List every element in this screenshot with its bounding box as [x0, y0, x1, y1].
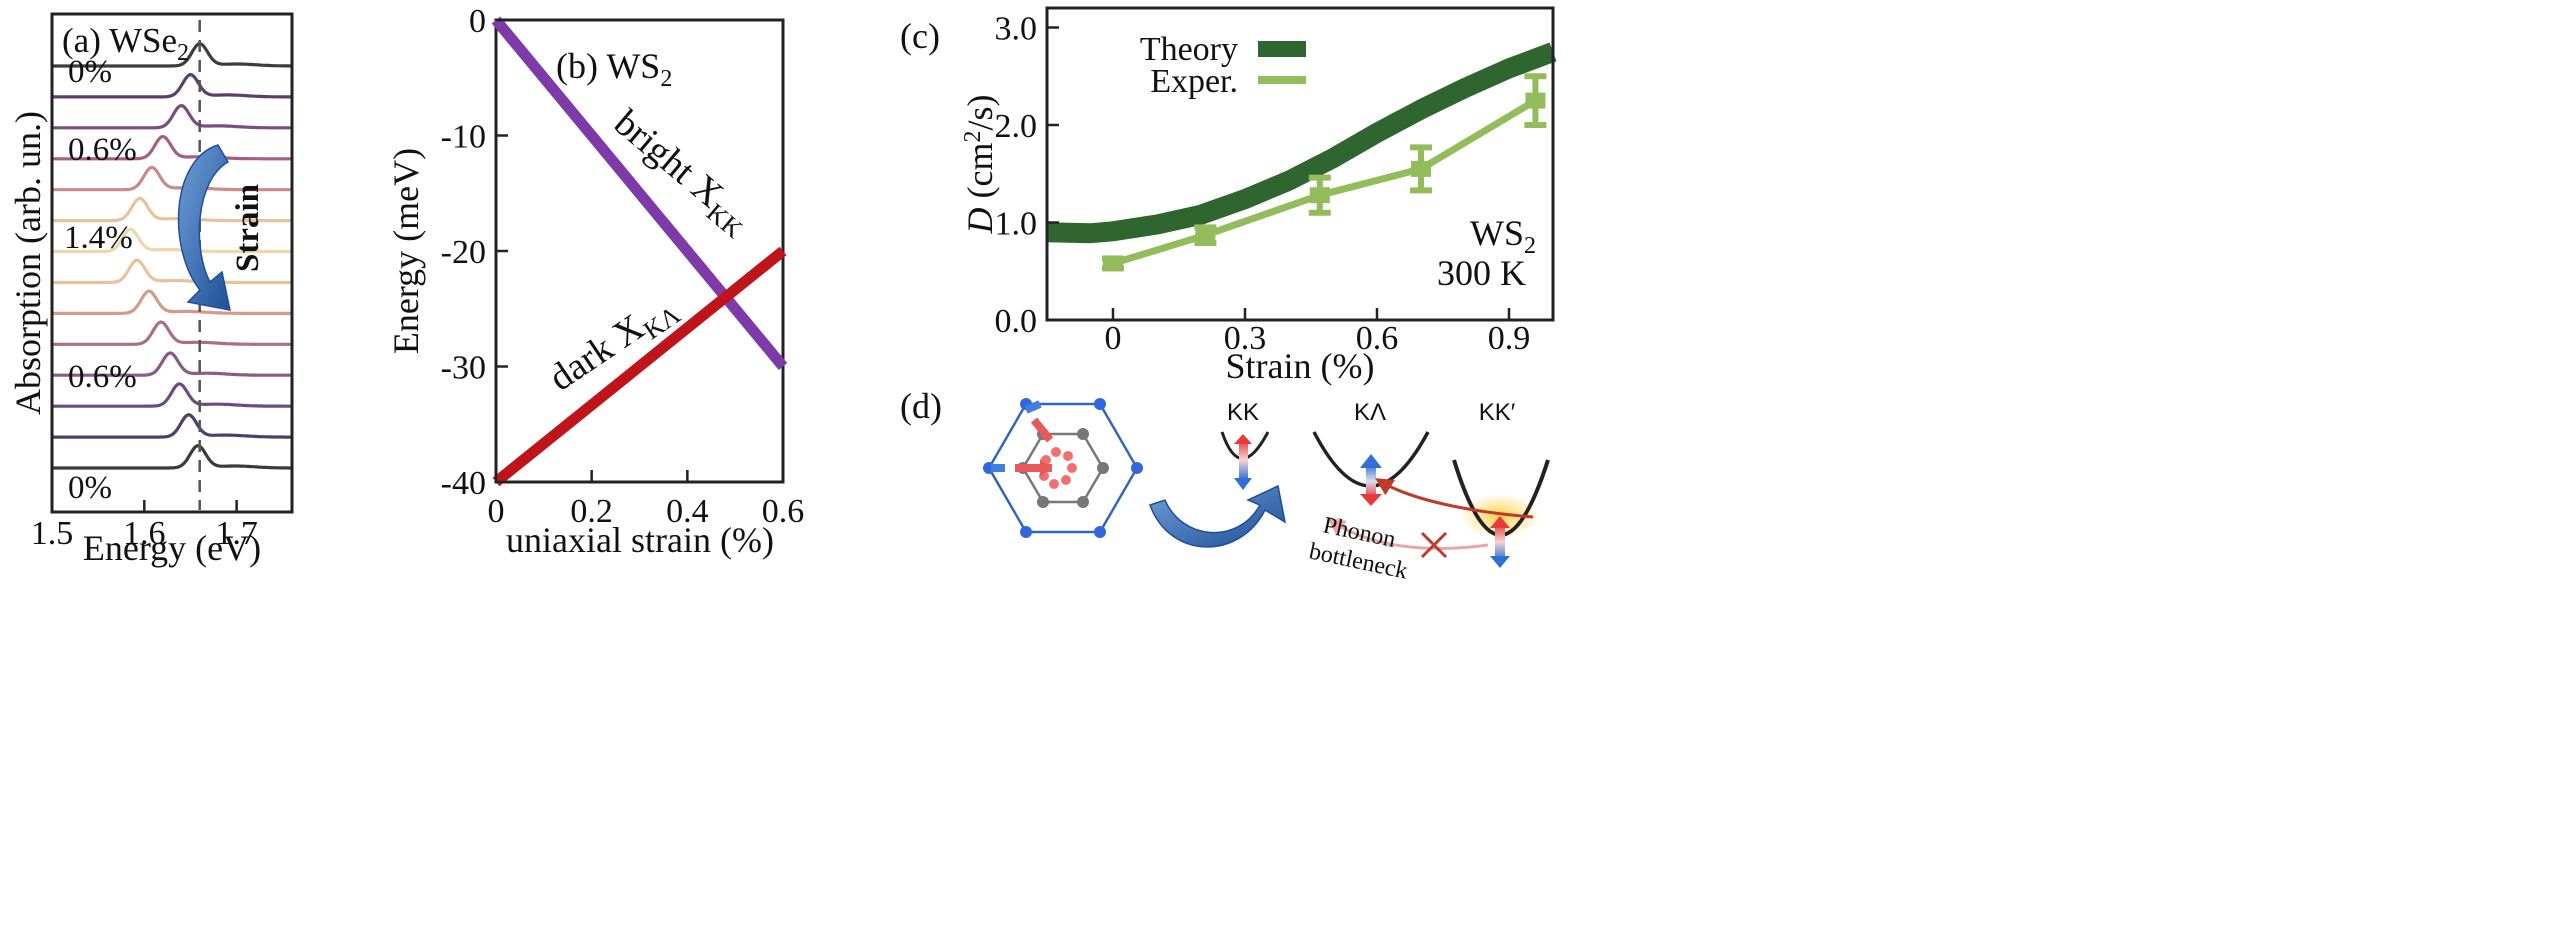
absorption-curve-6 — [52, 227, 292, 254]
diffusion-series — [1046, 42, 1557, 272]
transition-arrow — [1149, 484, 1287, 548]
absorption-curve-12 — [52, 413, 292, 439]
panel-c-xtick-label-2: 0.6 — [1356, 320, 1399, 357]
exper-point-2 — [1308, 174, 1331, 216]
strain-label-0.6-lower: 0.6% — [68, 359, 137, 395]
strain-label-0.6-upper: 0.6% — [68, 132, 137, 168]
panel-a-xtick-label-2: 1.7 — [215, 515, 258, 552]
panel-a-xtick-label-0: 1.5 — [31, 515, 74, 552]
strain-label-bottom-0: 0% — [68, 470, 112, 506]
panel-b-ytick-label-3: -30 — [441, 350, 486, 387]
valley-klambda-label: KΛ — [1354, 399, 1386, 426]
panel-b-ytick-label-4: -40 — [441, 465, 486, 502]
panel-c-ticks: 0 0.3 0.6 0.9 0.0 1.0 2.0 3.0 — [995, 11, 1531, 358]
absorption-curve-5 — [52, 196, 292, 223]
strain-label-top-0: 0% — [68, 54, 112, 90]
valley-kkprime-label: KK′ — [1479, 399, 1516, 426]
strain-label-1.4: 1.4% — [64, 220, 133, 256]
blocked-cross-icon — [1420, 531, 1448, 559]
strain-arrow — [177, 144, 231, 311]
panel-b-xlabel: uniaxial strain (%) — [506, 520, 774, 560]
panel-c-xlabel: Strain (%) — [1226, 346, 1375, 386]
valley-kkprime: KK′ — [1452, 399, 1550, 568]
panel-c-label: (c) — [900, 16, 940, 56]
panel-d: (d) — [900, 386, 1550, 585]
absorption-curves — [52, 42, 292, 470]
material-annotation: WS2 — [1470, 213, 1536, 259]
scattering-arrow — [1374, 478, 1534, 519]
valley-kk: KK — [1220, 399, 1270, 490]
absorption-curve-3 — [52, 134, 292, 161]
panel-b-ticks: 0 0.2 0.4 0.6 0 -10 -20 -30 -40 — [441, 3, 805, 530]
panel-b-ytick-label-1: -10 — [441, 119, 486, 156]
strain-arrow-label: Strain — [230, 184, 266, 272]
temperature-annotation: 300 K — [1437, 253, 1526, 293]
panel-a-x-ticks: 1.5 1.6 1.7 — [31, 500, 258, 552]
brillouin-zone — [983, 398, 1143, 538]
absorption-curve-0 — [52, 42, 292, 68]
panel-c-ylabel: D (cm2/s) — [960, 95, 1000, 235]
panel-b-xtick-label-3: 0.6 — [762, 493, 805, 530]
panel-c-xtick-label-3: 0.9 — [1488, 320, 1531, 357]
panel-a-title: (a) WSe2 — [62, 21, 189, 66]
panel-b-frame — [494, 18, 785, 484]
absorption-curve-7 — [52, 258, 292, 285]
panel-a-frame — [50, 12, 294, 514]
exper-point-0 — [1102, 255, 1124, 272]
energy-lines — [491, 16, 788, 487]
absorption-curve-13 — [52, 444, 292, 470]
energy-line-bright — [491, 16, 788, 371]
absorption-curve-8 — [52, 289, 292, 315]
theory-curve — [1046, 42, 1557, 244]
panel-c-ytick-label-1: 1.0 — [995, 206, 1038, 243]
absorption-curve-11 — [52, 382, 292, 408]
panel-c-ytick-label-2: 2.0 — [995, 108, 1038, 145]
energy-line-dark — [492, 246, 787, 487]
panel-b-xtick-label-1: 0.2 — [570, 493, 613, 530]
legend-exper-label: Exper. — [1150, 63, 1238, 100]
exper-point-1 — [1194, 224, 1217, 246]
panel-a-xlabel: Energy (eV) — [83, 528, 261, 568]
panel-d-label: (d) — [900, 386, 942, 426]
absorption-curve-4 — [52, 165, 292, 192]
panel-b: 0 0.2 0.4 0.60-10-20-30-40 (b) WS2 bright X… — [386, 3, 804, 560]
exper-point-3 — [1410, 144, 1432, 194]
outer-k-points — [983, 398, 1143, 538]
panel-a-ylabel: Absorption (arb. un.) — [8, 111, 48, 415]
valley-klambda: KΛ — [1312, 399, 1430, 506]
valley-kk-label: KK — [1227, 399, 1259, 426]
panel-c-xtick-label-1: 0.3 — [1224, 320, 1267, 357]
panel-b-ylabel: Energy (meV) — [386, 148, 426, 354]
legend-theory-label: Theory — [1140, 31, 1238, 68]
panel-b-title: (b) WS2 — [556, 46, 672, 92]
panel-b-ytick-label-2: -20 — [441, 234, 486, 271]
absorption-curve-2 — [52, 103, 292, 130]
panel-c-frame — [1045, 6, 1555, 322]
absorption-curve-1 — [52, 72, 292, 99]
panel-c-ytick-label-0: 0.0 — [995, 303, 1038, 340]
absorption-curve-10 — [52, 351, 292, 377]
panel-b-xtick-label-2: 0.4 — [666, 493, 709, 530]
exper-point-4 — [1524, 73, 1547, 128]
panel-c-ytick-label-3: 3.0 — [995, 11, 1038, 48]
panel-b-ytick-label-0: 0 — [469, 3, 486, 40]
panel-a-xtick-label-1: 1.6 — [123, 515, 166, 552]
absorption-curve-9 — [52, 320, 292, 346]
panel-c-xtick-label-0: 0 — [1105, 320, 1122, 357]
outer-hexagon — [987, 402, 1139, 534]
legend: Theory Exper. — [1140, 31, 1306, 100]
bottleneck-arrow — [1327, 517, 1489, 550]
panel-b-xtick-label-0: 0 — [488, 493, 505, 530]
panel-a: 1.5 1.6 1.7 (a) WSe2 0% 0.6% 1.4% 0.6% 0% … — [8, 12, 294, 568]
panel-c: (c) 0 0.3 0.6 0.9 0.0 1.0 2.0 3.0 Theory Exper.… — [900, 6, 1557, 386]
